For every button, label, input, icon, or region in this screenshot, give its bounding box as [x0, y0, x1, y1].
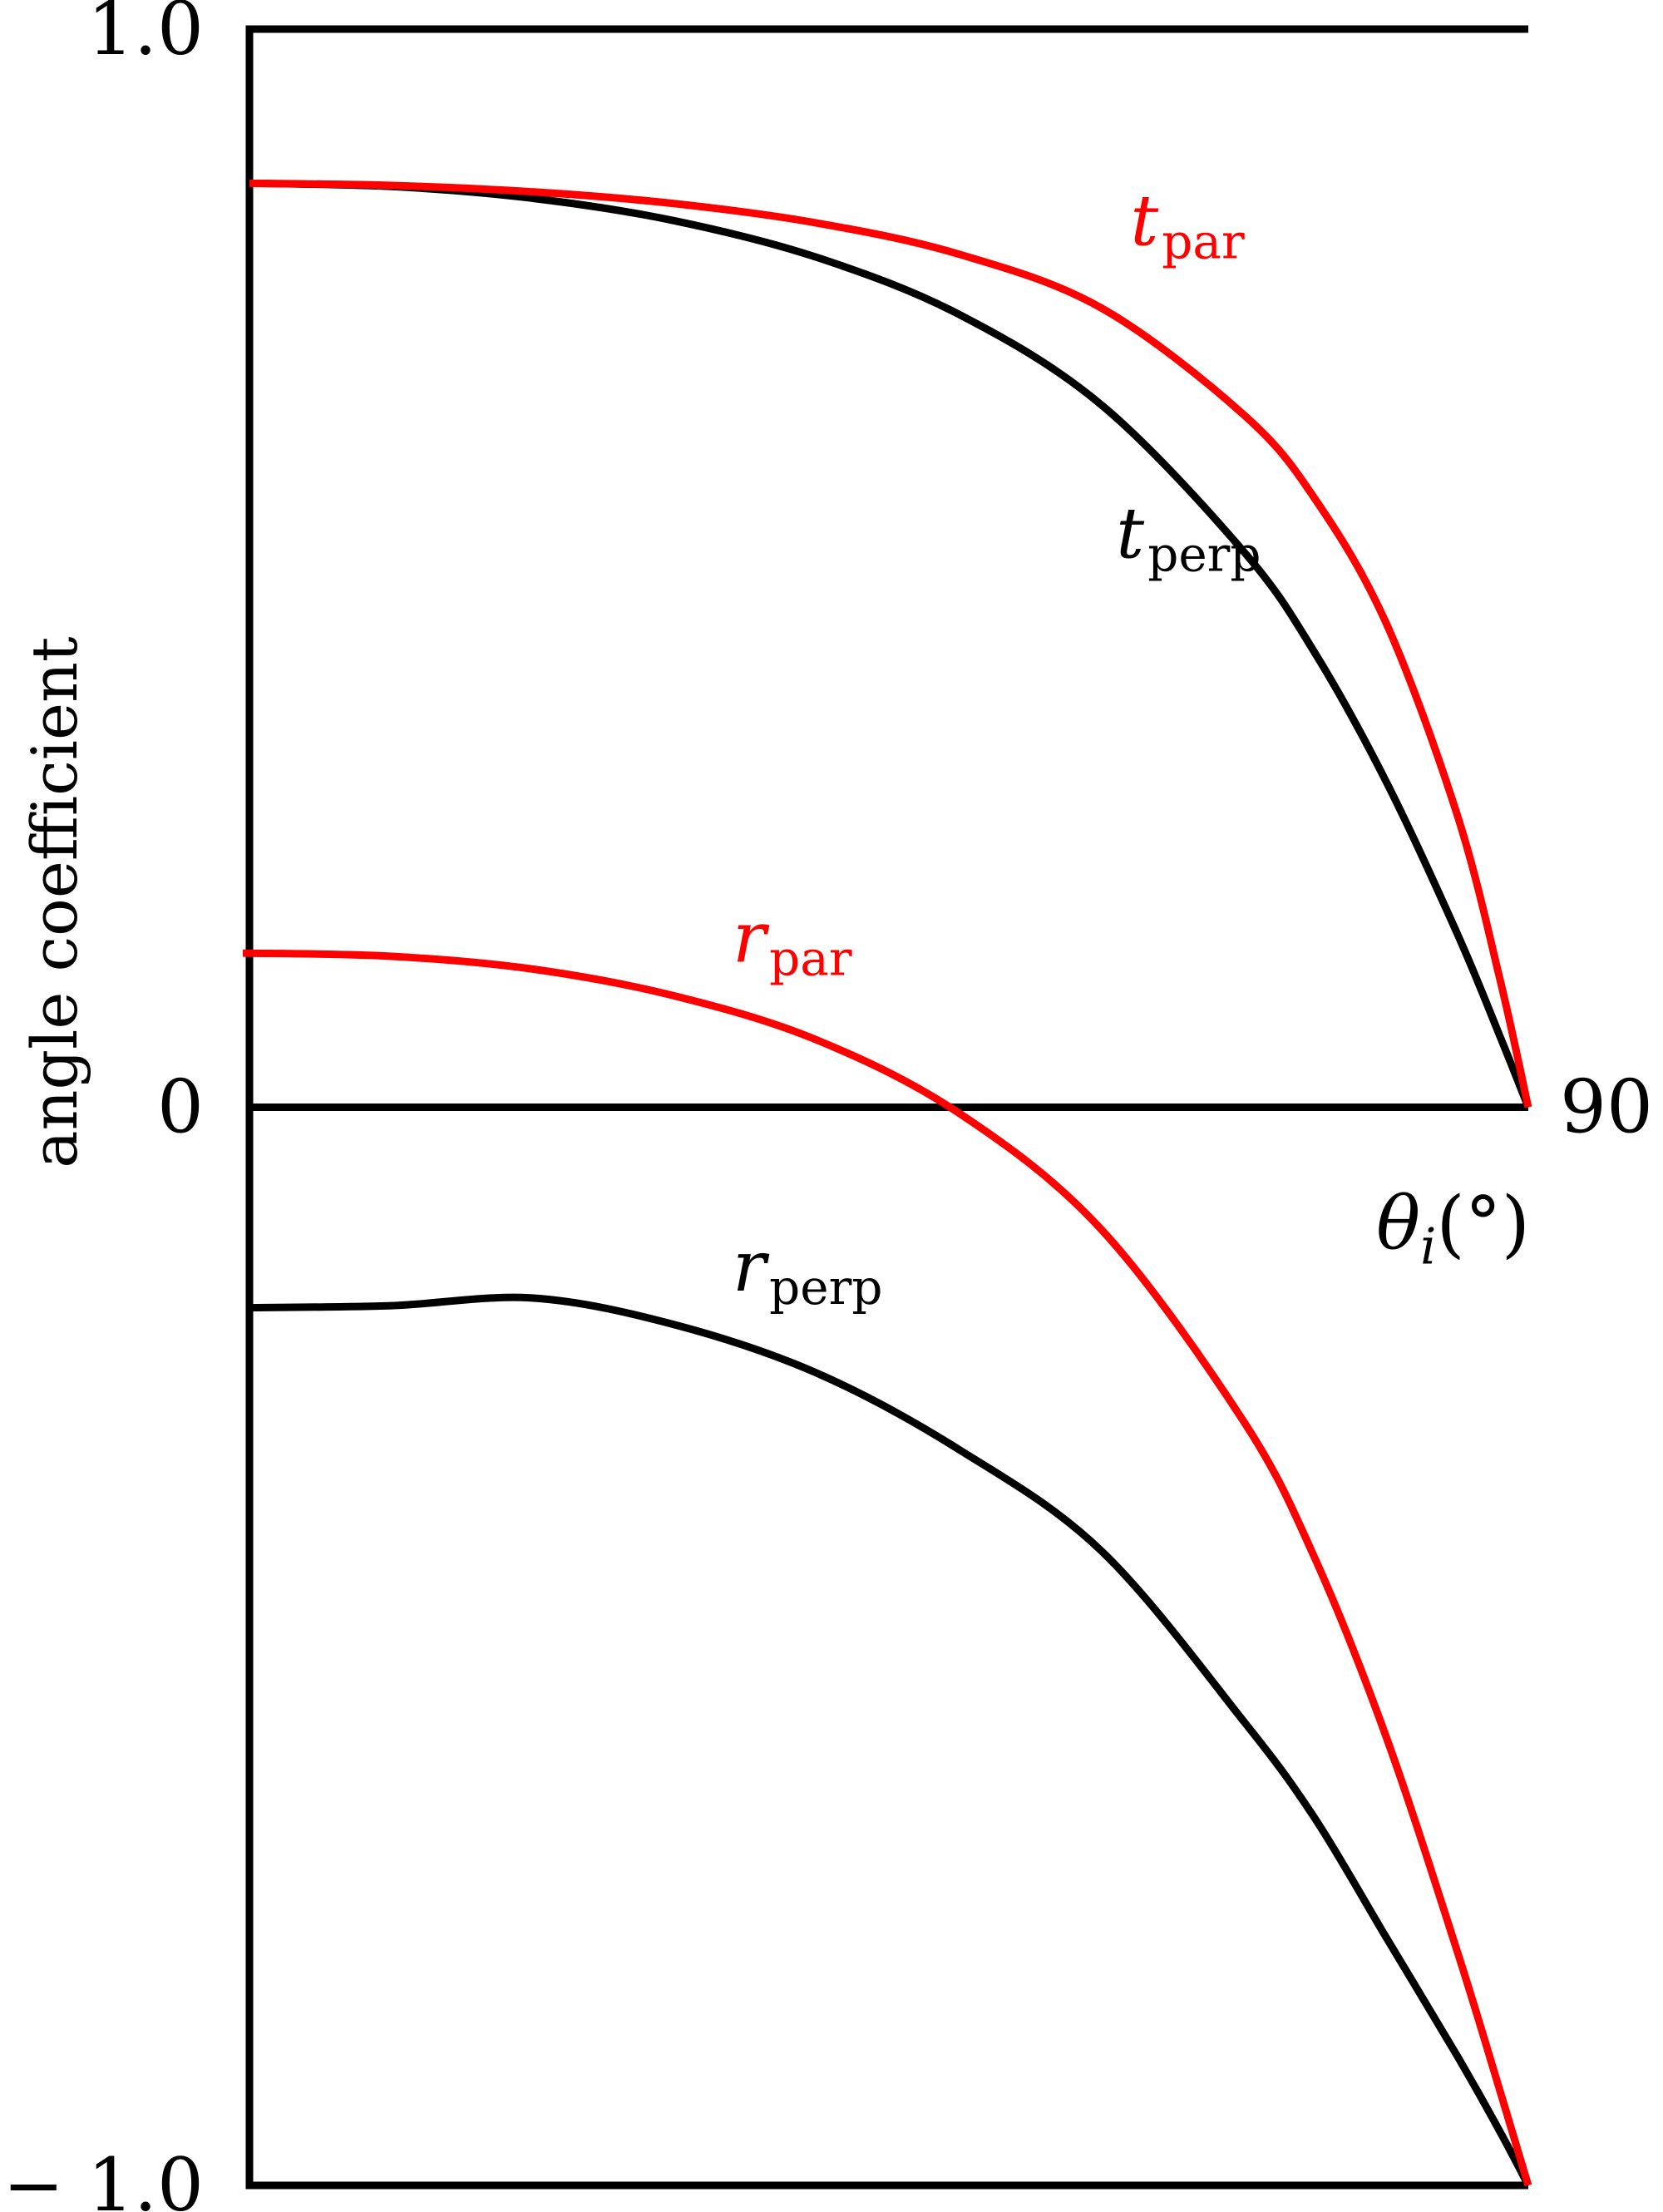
curves — [242, 179, 1532, 2188]
series-label-t-perp: tperp — [1116, 492, 1261, 582]
series-line-t-perp — [249, 179, 1532, 1109]
y-tick-label-0: 1.0 — [87, 0, 204, 72]
x-tick-label-0: 90 — [1560, 1064, 1653, 1150]
series-label-r-perp: rperp — [733, 1226, 882, 1316]
y-tick-label-1: 0 — [157, 1064, 204, 1150]
y-axis-title: angle coefficient — [17, 637, 91, 1168]
axes — [245, 25, 1528, 2190]
series-line-t-par — [249, 179, 1532, 1108]
y-tick-label-2: − 1.0 — [2, 2142, 204, 2212]
series-line-r-par — [242, 949, 1532, 2187]
series-line-r-perp — [249, 1293, 1532, 2188]
series-label-t-par: tpar — [1131, 180, 1245, 269]
x-axis-title: θi(°) — [1376, 1181, 1530, 1276]
series-label-r-par: rpar — [733, 896, 852, 986]
